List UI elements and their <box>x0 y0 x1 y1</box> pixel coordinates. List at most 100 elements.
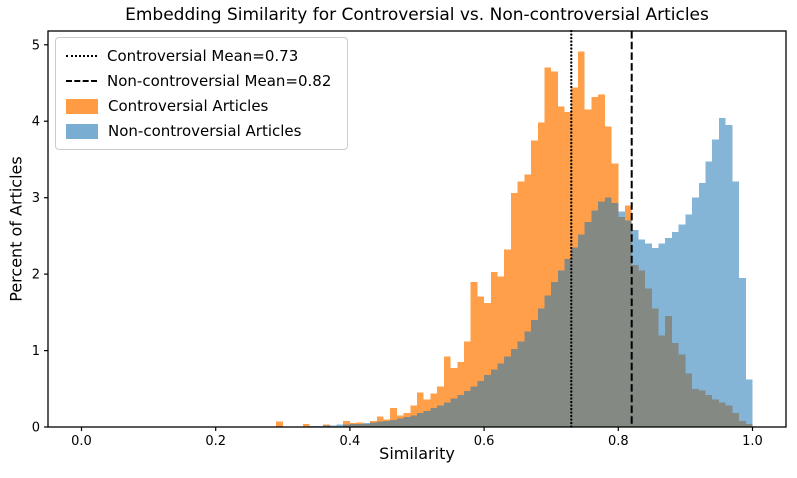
legend-label: Non-controversial Mean=0.82 <box>107 72 332 90</box>
histogram-bar <box>437 405 444 427</box>
histogram-bar <box>477 381 485 427</box>
histogram-bar <box>638 239 646 427</box>
histogram-bar <box>329 425 337 427</box>
legend-item-noncontroversial-articles: Non-controversial Articles <box>66 122 331 140</box>
histogram-bar <box>571 247 579 427</box>
histogram-bar <box>443 356 451 427</box>
histogram-bar <box>504 356 511 427</box>
axes-spines <box>47 30 787 428</box>
histogram-bar <box>470 386 478 427</box>
legend-item-noncontroversial-mean: Non-controversial Mean=0.82 <box>66 72 331 90</box>
legend-item-controversial-mean: Controversial Mean=0.73 <box>66 47 331 65</box>
histogram-bar <box>544 295 552 427</box>
histogram-bar <box>745 379 753 427</box>
histogram-bar <box>343 424 350 427</box>
histogram-bar <box>618 211 625 427</box>
histogram-bar <box>665 238 672 427</box>
histogram-bar <box>336 424 344 427</box>
legend-label: Non-controversial Articles <box>108 122 302 140</box>
histogram-bar <box>417 392 424 427</box>
histogram-bar <box>557 270 565 427</box>
histogram-bar <box>732 181 740 427</box>
histogram-bar <box>363 423 371 427</box>
histogram-bar <box>276 421 283 427</box>
histogram-bar <box>584 222 592 427</box>
histogram-bar <box>504 249 511 427</box>
histogram-bar <box>370 422 377 427</box>
histogram-bar <box>349 423 357 427</box>
y-tick-label: 4 <box>32 115 40 130</box>
histogram-bar <box>396 418 404 427</box>
x-tick-label: 0.8 <box>608 434 629 449</box>
x-tick-label: 0.2 <box>205 434 226 449</box>
histogram-bar <box>450 398 458 427</box>
histogram-bar <box>739 277 746 427</box>
histogram-bar <box>484 375 491 427</box>
x-tick-label: 0.0 <box>71 434 92 449</box>
legend: Controversial Mean=0.73 Non-controversia… <box>55 37 349 150</box>
histogram-bar <box>651 248 659 427</box>
histogram-bar <box>376 421 384 427</box>
histogram-bar <box>692 197 699 427</box>
y-axis-label: Percent of Articles <box>6 156 26 302</box>
histogram-bar <box>510 349 518 427</box>
legend-item-controversial-articles: Controversial Articles <box>66 97 331 115</box>
histogram-bar <box>645 243 652 427</box>
histogram-bar <box>671 232 679 427</box>
histogram-bar <box>463 341 471 427</box>
legend-label: Controversial Mean=0.73 <box>107 47 299 65</box>
histogram-bar <box>551 71 558 428</box>
histogram-bar <box>578 234 585 427</box>
y-tick-label: 1 <box>32 344 40 359</box>
y-tick-label: 5 <box>32 38 40 53</box>
x-axis-label: Similarity <box>379 444 455 463</box>
histogram-bar <box>631 229 639 427</box>
histogram-bar <box>457 394 464 427</box>
histogram-bar <box>604 197 612 427</box>
histogram-bar <box>524 331 532 427</box>
chart-title: Embedding Similarity for Controversial v… <box>125 5 709 25</box>
histogram-bar <box>477 296 485 427</box>
dotted-line-swatch <box>66 55 97 57</box>
x-tick-label: 1.0 <box>742 434 763 449</box>
histogram-bar <box>712 139 719 427</box>
histogram-bar <box>531 140 538 427</box>
y-tick-label: 3 <box>32 191 40 206</box>
histogram-bar <box>457 362 464 427</box>
histogram-bar <box>678 224 686 427</box>
histogram-bar <box>537 308 545 427</box>
histogram-bar <box>390 420 397 427</box>
histogram-bar <box>705 161 713 428</box>
histogram-bar <box>524 174 532 427</box>
series-bars-non-controversial <box>309 118 753 428</box>
y-tick-label: 2 <box>32 268 40 283</box>
histogram-bar <box>725 125 733 427</box>
histogram-bar <box>417 413 424 427</box>
histogram-bar <box>510 193 518 427</box>
histogram-bar <box>470 281 478 427</box>
histogram-bar <box>443 402 451 427</box>
legend-label: Controversial Articles <box>108 97 269 115</box>
histogram-bar <box>624 220 632 427</box>
histogram-bar <box>490 369 498 427</box>
histogram-bar <box>403 417 411 427</box>
histogram-bar <box>685 214 693 427</box>
histogram-bar <box>430 407 438 427</box>
histogram-bar <box>450 368 458 427</box>
histogram-bar <box>598 201 605 427</box>
histogram-bar <box>611 203 619 427</box>
histogram-bar <box>356 423 364 427</box>
histogram-bar <box>323 425 330 427</box>
histogram-bar <box>551 281 558 427</box>
histogram-bar <box>544 67 552 427</box>
histogram-bar <box>484 303 491 427</box>
histogram-bar <box>591 210 599 427</box>
histogram-bar <box>497 363 505 427</box>
histogram-bar <box>517 181 525 427</box>
histogram-bar <box>423 410 431 427</box>
histogram-bar <box>383 420 391 427</box>
histogram-bar <box>537 122 545 428</box>
histogram-bar <box>564 258 572 427</box>
